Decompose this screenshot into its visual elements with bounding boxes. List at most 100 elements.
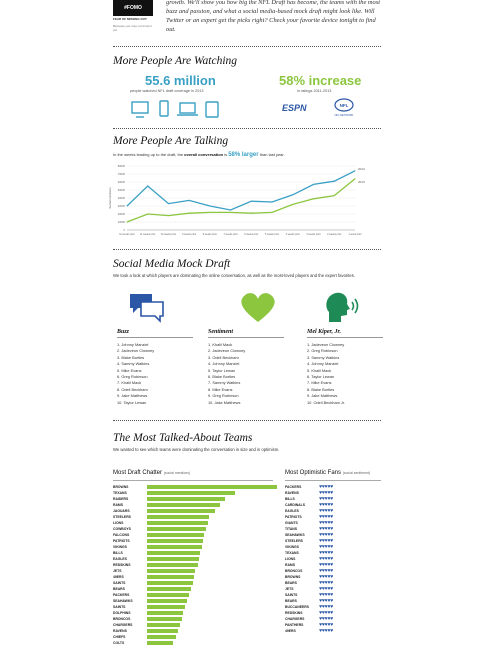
data-point bbox=[333, 180, 335, 182]
device-icons bbox=[131, 100, 219, 118]
heart-rating: ♥♥♥♥♥ bbox=[319, 616, 333, 622]
data-point bbox=[354, 170, 356, 172]
data-point bbox=[209, 205, 211, 207]
panel-rule bbox=[285, 480, 381, 481]
x-tick-label: 2 weeks prior bbox=[327, 233, 341, 236]
table-row: BEARS ♥♥♥♥♥ bbox=[285, 580, 381, 586]
team-label: CHIEFS bbox=[113, 635, 126, 639]
team-label: CHARGERS bbox=[113, 623, 133, 627]
team-label: BEARS bbox=[285, 581, 297, 585]
talking-title: More People Are Talking bbox=[113, 135, 229, 147]
column-head-kiper: Mel Kiper, Jr. bbox=[307, 329, 342, 335]
list-item: 7. Mike Evans bbox=[307, 380, 332, 386]
team-label: SEAHAWKS bbox=[113, 599, 133, 603]
conversation-line-chart: Social mentions 0 10000 20000 30000 40000 5000… bbox=[108, 164, 365, 236]
table-row: 49ERS ♥♥♥♥♥ bbox=[285, 628, 381, 634]
data-point bbox=[126, 221, 128, 223]
data-point bbox=[188, 199, 190, 201]
chatter-bar bbox=[147, 521, 209, 525]
table-row: CHIEFS bbox=[113, 634, 283, 640]
series-line-2013 bbox=[126, 178, 356, 223]
section-divider bbox=[113, 249, 381, 250]
section-divider bbox=[113, 46, 381, 47]
network-logos: ESPN NFL NFL NETWORK bbox=[282, 98, 354, 117]
chatter-bar bbox=[147, 623, 180, 627]
team-label: CHARGERS bbox=[285, 617, 305, 621]
laptop-icon bbox=[177, 102, 198, 116]
chatter-bar bbox=[147, 587, 192, 591]
list-item: 3. Blake Bortles bbox=[117, 354, 145, 360]
heart-rating: ♥♥♥♥♥ bbox=[319, 622, 333, 628]
heart-rating: ♥♥♥♥♥ bbox=[319, 628, 333, 634]
data-point bbox=[230, 211, 232, 213]
x-tick-label: 5 weeks prior bbox=[265, 233, 279, 236]
x-tick-label: 8 weeks prior bbox=[203, 233, 217, 236]
team-label: VIKINGS bbox=[285, 545, 299, 549]
chatter-bar bbox=[147, 605, 185, 609]
heart-rating: ♥♥♥♥♥ bbox=[319, 556, 333, 562]
team-label: BILLS bbox=[113, 551, 123, 555]
data-point bbox=[292, 203, 294, 205]
table-row: GIANTS ♥♥♥♥♥ bbox=[285, 520, 381, 526]
y-tick-label: 50000 bbox=[118, 188, 126, 192]
ratings-stat: 58% increase bbox=[279, 73, 362, 88]
chatter-bar bbox=[147, 563, 198, 567]
legend-label: 2014 bbox=[358, 167, 365, 171]
x-tick-label: 3 weeks prior bbox=[306, 233, 320, 236]
heart-rating: ♥♥♥♥♥ bbox=[319, 538, 333, 544]
table-row: SEAHAWKS ♥♥♥♥♥ bbox=[285, 532, 381, 538]
optimism-title: Most Optimistic Fans (social sentiment) bbox=[285, 470, 371, 476]
chatter-bar bbox=[147, 557, 199, 561]
column-rule bbox=[117, 337, 193, 338]
team-label: EAGLES bbox=[113, 557, 127, 561]
section-divider bbox=[113, 420, 381, 421]
chatter-bar bbox=[147, 491, 236, 495]
table-row: BEARS bbox=[113, 586, 283, 592]
y-tick-label: 80000 bbox=[118, 164, 126, 168]
team-label: RAVENS bbox=[113, 629, 127, 633]
heart-rating: ♥♥♥♥♥ bbox=[319, 574, 333, 580]
table-row: FALCONS bbox=[113, 532, 283, 538]
tv-icon bbox=[131, 101, 149, 118]
chatter-bar bbox=[147, 611, 184, 615]
x-tick-label: 6 weeks prior bbox=[244, 233, 258, 236]
list-item: 6. Blake Bortles bbox=[208, 374, 236, 380]
team-label: BEARS bbox=[285, 599, 297, 603]
talking-subtitle: In the weeks leading up to the draft, th… bbox=[113, 152, 285, 158]
svg-text:NFL NETWORK: NFL NETWORK bbox=[335, 113, 354, 117]
team-label: STEELERS bbox=[113, 515, 131, 519]
team-label: JETS bbox=[285, 587, 294, 591]
heart-rating: ♥♥♥♥♥ bbox=[319, 502, 333, 508]
team-label: JETS bbox=[113, 569, 122, 573]
y-tick-label: 20000 bbox=[118, 212, 126, 216]
team-label: FALCONS bbox=[113, 533, 130, 537]
data-point bbox=[126, 205, 128, 207]
list-item: 1. Jadeveon Clowney bbox=[307, 342, 345, 347]
list-item: 9. Jake Matthews bbox=[117, 393, 148, 399]
table-row: COLTS bbox=[113, 640, 283, 646]
table-row: BROWNS bbox=[113, 484, 283, 490]
team-label: EAGLES bbox=[285, 509, 299, 513]
table-row: LIONS bbox=[113, 520, 283, 526]
chatter-bar bbox=[147, 545, 202, 549]
table-row: PACKERS ♥♥♥♥♥ bbox=[285, 484, 381, 490]
teams-subtitle: We wanted to see which teams were domina… bbox=[113, 447, 280, 452]
table-row: BRONCOS ♥♥♥♥♥ bbox=[285, 568, 381, 574]
chat-bubbles-icon bbox=[130, 294, 164, 323]
table-row: TEXANS bbox=[113, 490, 283, 496]
list-item: 8. Mike Evans bbox=[208, 386, 233, 392]
table-row: CHARGERS ♥♥♥♥♥ bbox=[285, 616, 381, 622]
list-item: 6. Greg Robinson bbox=[117, 374, 148, 380]
chatter-bar bbox=[147, 641, 173, 645]
table-row: BILLS bbox=[113, 550, 283, 556]
team-label: RAMS bbox=[113, 503, 123, 507]
data-point bbox=[313, 198, 315, 200]
team-label: RAIDERS bbox=[113, 497, 129, 501]
table-row: BUCCANEERS ♥♥♥♥♥ bbox=[285, 604, 381, 610]
panel-rule bbox=[113, 480, 273, 481]
team-label: PACKERS bbox=[285, 485, 302, 489]
team-label: SAINTS bbox=[113, 605, 126, 609]
x-tick-label: 7 weeks prior bbox=[224, 233, 238, 236]
team-label: 49ERS bbox=[113, 575, 124, 579]
team-label: LIONS bbox=[285, 557, 296, 561]
